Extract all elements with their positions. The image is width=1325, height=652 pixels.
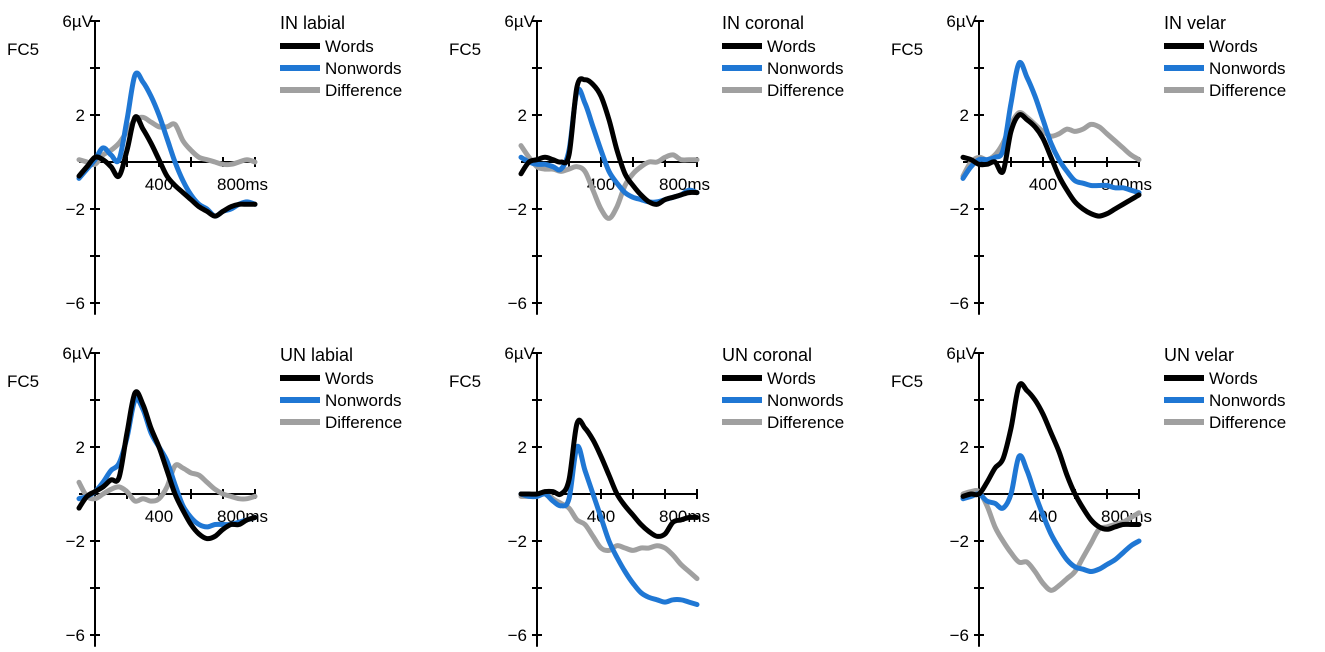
y-unit-label: 6µV <box>504 12 535 31</box>
x-tick-label: 400 <box>145 507 173 526</box>
legend-label-words: Words <box>325 369 374 388</box>
legend-label-words: Words <box>767 37 816 56</box>
legend-label-difference: Difference <box>325 81 402 100</box>
legend-label-words: Words <box>325 37 374 56</box>
legend-label-nonwords: Nonwords <box>325 59 402 78</box>
y-tick-label: −2 <box>66 200 85 219</box>
x-tick-label: 800ms <box>659 175 710 194</box>
y-tick-label: −6 <box>950 294 969 313</box>
legend-label-nonwords: Nonwords <box>1209 391 1286 410</box>
x-tick-label: 400 <box>1029 175 1057 194</box>
series-line-difference <box>76 462 258 504</box>
channel-label: FC5 <box>449 40 481 59</box>
legend-label-words: Words <box>1209 37 1258 56</box>
series-line-nonwords <box>960 59 1142 196</box>
x-tick-label: 400 <box>145 175 173 194</box>
legend-label-nonwords: Nonwords <box>325 391 402 410</box>
legend-label-difference: Difference <box>1209 81 1286 100</box>
legend-label-difference: Difference <box>1209 413 1286 432</box>
y-unit-label: 6µV <box>946 344 977 363</box>
y-tick-label: 2 <box>518 106 527 125</box>
series-line-words <box>960 112 1142 219</box>
legend-label-nonwords: Nonwords <box>767 391 844 410</box>
channel-label: FC5 <box>7 40 39 59</box>
y-tick-label: −6 <box>508 626 527 645</box>
chart-panel: 400 800ms 2 −2 −6 6µV FC5 IN labial Words Nonword… <box>7 12 402 315</box>
panel-title: UN coronal <box>722 345 812 365</box>
legend-label-difference: Difference <box>767 81 844 100</box>
y-unit-label: 6µV <box>504 344 535 363</box>
y-tick-label: 2 <box>518 438 527 457</box>
series-line-nonwords <box>76 396 258 530</box>
channel-label: FC5 <box>891 40 923 59</box>
panel-title: IN coronal <box>722 13 804 33</box>
y-tick-label: −6 <box>508 294 527 313</box>
y-tick-label: 2 <box>76 438 85 457</box>
y-tick-label: 2 <box>76 106 85 125</box>
series-line-difference <box>960 488 1142 593</box>
panel-title: UN velar <box>1164 345 1234 365</box>
y-tick-label: −2 <box>950 532 969 551</box>
legend-label-nonwords: Nonwords <box>767 59 844 78</box>
y-tick-label: −2 <box>950 200 969 219</box>
x-tick-label: 800ms <box>217 175 268 194</box>
legend-label-words: Words <box>767 369 816 388</box>
y-tick-label: −2 <box>508 532 527 551</box>
panel-title: IN labial <box>280 13 345 33</box>
series-line-nonwords <box>76 70 258 219</box>
x-tick-label: 800ms <box>217 507 268 526</box>
panel-title: IN velar <box>1164 13 1226 33</box>
series-line-words <box>76 389 258 542</box>
channel-label: FC5 <box>449 372 481 391</box>
y-unit-label: 6µV <box>62 344 93 363</box>
series-line-words <box>518 417 700 539</box>
y-tick-label: 2 <box>960 106 969 125</box>
y-tick-label: −6 <box>950 626 969 645</box>
series-line-difference <box>518 143 700 221</box>
legend-label-nonwords: Nonwords <box>1209 59 1286 78</box>
legend-label-words: Words <box>1209 369 1258 388</box>
panel-title: UN labial <box>280 345 353 365</box>
series-line-nonwords <box>960 453 1142 574</box>
y-unit-label: 6µV <box>946 12 977 31</box>
channel-label: FC5 <box>7 372 39 391</box>
y-tick-label: 2 <box>960 438 969 457</box>
series-line-words <box>76 114 258 219</box>
series-line-words <box>960 381 1142 532</box>
y-unit-label: 6µV <box>62 12 93 31</box>
legend-label-difference: Difference <box>767 413 844 432</box>
series-line-words <box>518 76 700 207</box>
y-tick-label: −6 <box>66 294 85 313</box>
series-line-nonwords <box>518 443 700 607</box>
y-tick-label: −2 <box>66 532 85 551</box>
channel-label: FC5 <box>891 372 923 391</box>
chart-panel: 400 800ms 2 −2 −6 6µV FC5 UN labial Words Nonword… <box>7 344 402 647</box>
legend-label-difference: Difference <box>325 413 402 432</box>
y-tick-label: −2 <box>508 200 527 219</box>
y-tick-label: −6 <box>66 626 85 645</box>
